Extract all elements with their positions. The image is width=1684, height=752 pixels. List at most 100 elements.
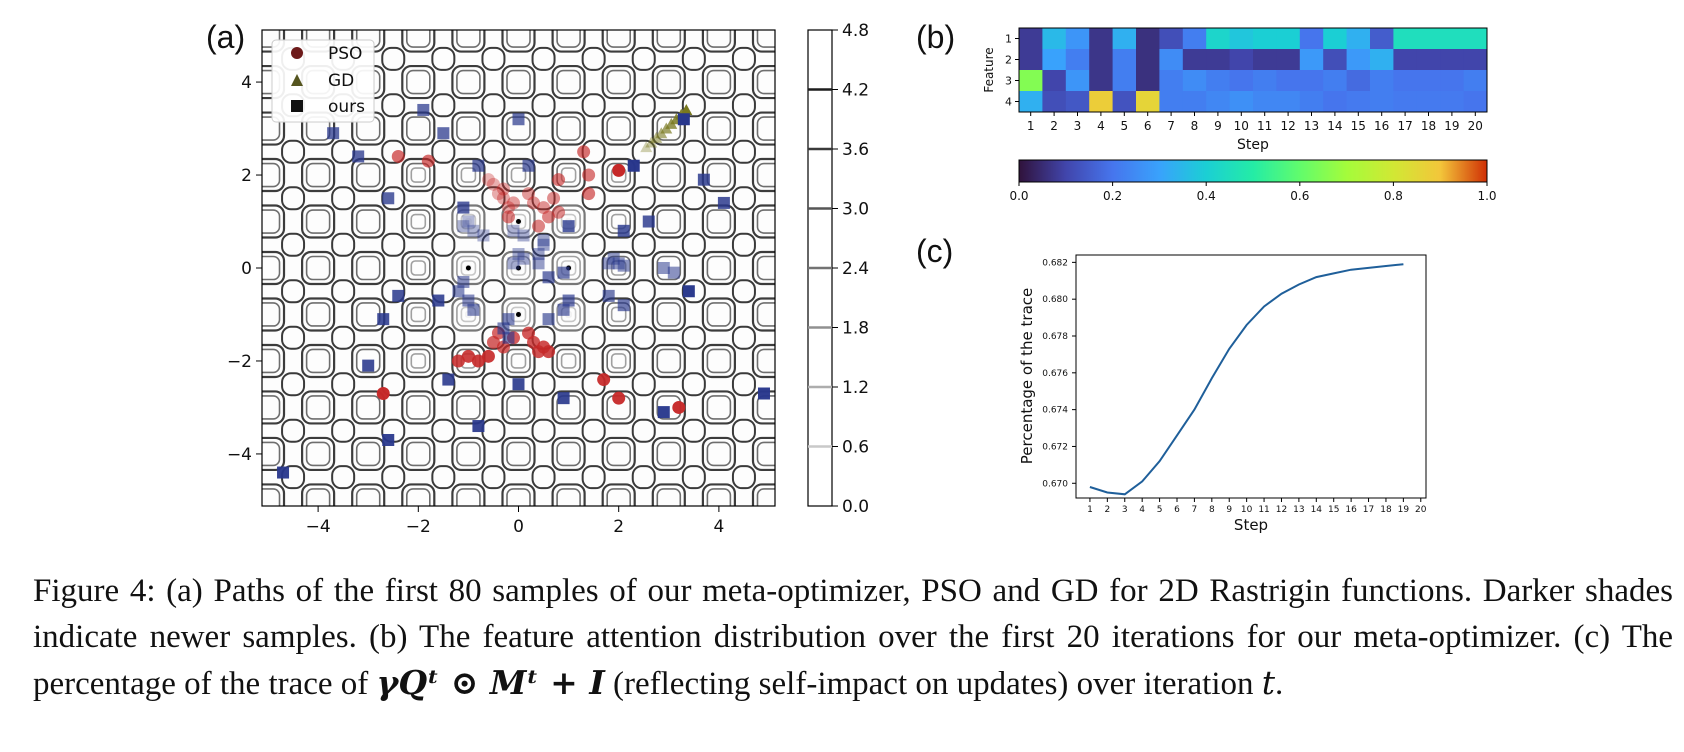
contour-ring (556, 116, 581, 141)
heatmap-cell (1136, 70, 1160, 92)
pso-point (506, 196, 520, 210)
pso-point (527, 196, 541, 210)
heatmap-colorbar-tick-label: 0.4 (1197, 189, 1216, 203)
contour-ring (401, 204, 436, 239)
heatmap-cell (1299, 49, 1324, 71)
contour-ring (656, 30, 682, 48)
ours-point (452, 285, 465, 298)
ours-point (352, 150, 365, 163)
ours-point (512, 248, 525, 261)
contour-ring (262, 343, 286, 379)
contour-ring (355, 395, 381, 420)
panel-c: 1 2 3 4 5 6 7 8 9 10 11 12 13 14 15 16 17 18 19 200.6820.68… (1018, 254, 1427, 534)
heatmap-x-tick-label: 6 (1144, 119, 1152, 133)
x-tick-label: −2 (406, 517, 431, 537)
heatmap-cell (1229, 70, 1254, 92)
x-tick-label: 0 (513, 517, 524, 537)
contour-ring (431, 325, 456, 350)
ours-point (617, 259, 630, 272)
contour-ring (381, 46, 406, 71)
trace-x-tick-label: 15 (1328, 505, 1339, 515)
heatmap-cell (1463, 49, 1488, 71)
contour-ring (701, 343, 736, 379)
ours-point (532, 257, 545, 270)
contour-ring (556, 30, 581, 48)
contour-ring (331, 186, 356, 211)
heatmap-cell (1276, 91, 1301, 113)
heatmap-colorbar-tick-label: 0.6 (1290, 189, 1309, 203)
heatmap-cell (1042, 28, 1067, 50)
contour-ring (631, 139, 656, 164)
trace-ylabel: Percentage of the trace (1018, 288, 1036, 464)
trace-x-tick-label: 2 (1104, 505, 1110, 515)
heatmap-x-tick-label: 5 (1120, 119, 1128, 133)
heatmap-x-tick-label: 1 (1027, 119, 1035, 133)
contour-ring (581, 418, 606, 443)
heatmap-cell (1019, 91, 1043, 113)
contour-ring (601, 390, 636, 425)
contour-ring (531, 418, 556, 443)
contour-ring (401, 250, 436, 286)
heatmap-cell (1019, 49, 1043, 71)
contour-ring (751, 436, 775, 472)
trace-y-tick-label: 0.672 (1042, 442, 1068, 452)
pso-point (542, 210, 556, 224)
pso-point (496, 182, 510, 196)
contour-ring (606, 30, 631, 48)
contour-ring (751, 204, 775, 239)
heatmap-cell (1346, 49, 1371, 71)
pso-point (376, 387, 390, 401)
contour-ring (501, 157, 536, 193)
contour-ring (262, 441, 281, 467)
trace-y-tick-label: 0.682 (1042, 258, 1068, 268)
heatmap-y-tick-label: 3 (1005, 75, 1012, 88)
contour-ring (731, 418, 756, 443)
contour-ring (651, 436, 686, 472)
contour-ring (606, 441, 631, 467)
contour-ring (262, 390, 286, 425)
heatmap-x-tick-label: 11 (1257, 119, 1272, 133)
ours-point (442, 373, 455, 386)
contour-ring (406, 348, 431, 374)
legend-label-pso: PSO (328, 44, 362, 64)
ours-point (507, 224, 520, 237)
contour-ring (456, 488, 481, 506)
trace-x-tick-label: 14 (1311, 505, 1323, 515)
trace-x-tick-label: 7 (1192, 505, 1198, 515)
trace-axes: 1 2 3 4 5 6 7 8 9 10 11 12 13 14 15 16 17 18 19 200.6820.68… (1042, 258, 1427, 515)
trace-x-tick-label: 1 (1087, 505, 1093, 515)
contour-ring (331, 325, 356, 350)
contour-ring (410, 306, 427, 323)
contour-ring (456, 162, 481, 188)
x-tick-label: −4 (306, 517, 331, 537)
heatmap-cell (1416, 28, 1441, 50)
pso-point (421, 154, 435, 168)
contour-ring (262, 157, 286, 193)
ours-point (437, 127, 450, 140)
contour-ring (506, 162, 531, 188)
contour-ring (262, 250, 286, 286)
heatmap-cell (1065, 49, 1090, 71)
ours-point (682, 285, 695, 298)
contour-ring (381, 93, 406, 118)
contour-colorbar: 4.8 4.2 3.6 3.0 2.4 1.8 1.2 0.6 0.0 (807, 21, 869, 517)
contour-ring (456, 116, 481, 141)
heatmap-cell (1299, 70, 1324, 92)
contour-ring (506, 30, 531, 48)
heatmap-cell (1416, 91, 1441, 113)
trace-y-tick-label: 0.676 (1042, 369, 1068, 379)
contour-ring (681, 232, 706, 257)
heatmap-colorbar-tick-label: 0.0 (1009, 189, 1028, 203)
contour-ring (406, 255, 431, 281)
contour-ring (551, 343, 586, 379)
contour-ring (431, 418, 456, 443)
heatmap-cell (1440, 49, 1465, 71)
heatmap-cell (1065, 91, 1090, 113)
pso-point (542, 345, 556, 359)
heatmap-cell (1463, 91, 1488, 113)
ours-point (557, 303, 570, 316)
heatmap-x-tick-label: 2 (1050, 119, 1058, 133)
panel-label-a: (a) (206, 19, 245, 55)
ours-point (417, 103, 430, 116)
panel-label-b: (b) (916, 19, 955, 55)
